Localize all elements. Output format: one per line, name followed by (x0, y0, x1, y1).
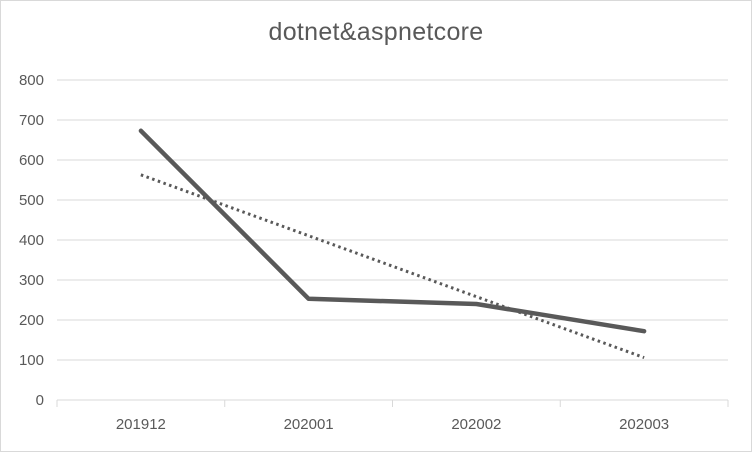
x-axis-tick-labels: 201912 202001 202002 202003 (116, 416, 669, 433)
y-tick-label: 700 (19, 112, 44, 129)
y-tick-label: 200 (19, 312, 44, 329)
x-tick-label: 202001 (284, 416, 334, 433)
series-lines (138, 128, 647, 334)
series-line (138, 128, 647, 334)
x-tick-label: 201912 (116, 416, 166, 433)
gridlines (57, 79, 728, 361)
y-axis-tick-labels: 0 100 200 300 400 500 600 700 800 (19, 72, 44, 409)
x-tick-label: 202002 (451, 416, 501, 433)
y-tick-label: 0 (36, 392, 44, 409)
y-tick-label: 100 (19, 352, 44, 369)
x-axis (56, 399, 729, 407)
y-tick-label: 500 (19, 192, 44, 209)
y-tick-label: 600 (19, 152, 44, 169)
y-tick-label: 400 (19, 232, 44, 249)
x-tick-label: 202003 (619, 416, 669, 433)
trendline-line (140, 173, 645, 360)
chart-title: dotnet&aspnetcore (268, 18, 484, 46)
y-tick-label: 300 (19, 272, 44, 289)
trendline (140, 173, 645, 360)
y-tick-label: 800 (19, 72, 44, 89)
